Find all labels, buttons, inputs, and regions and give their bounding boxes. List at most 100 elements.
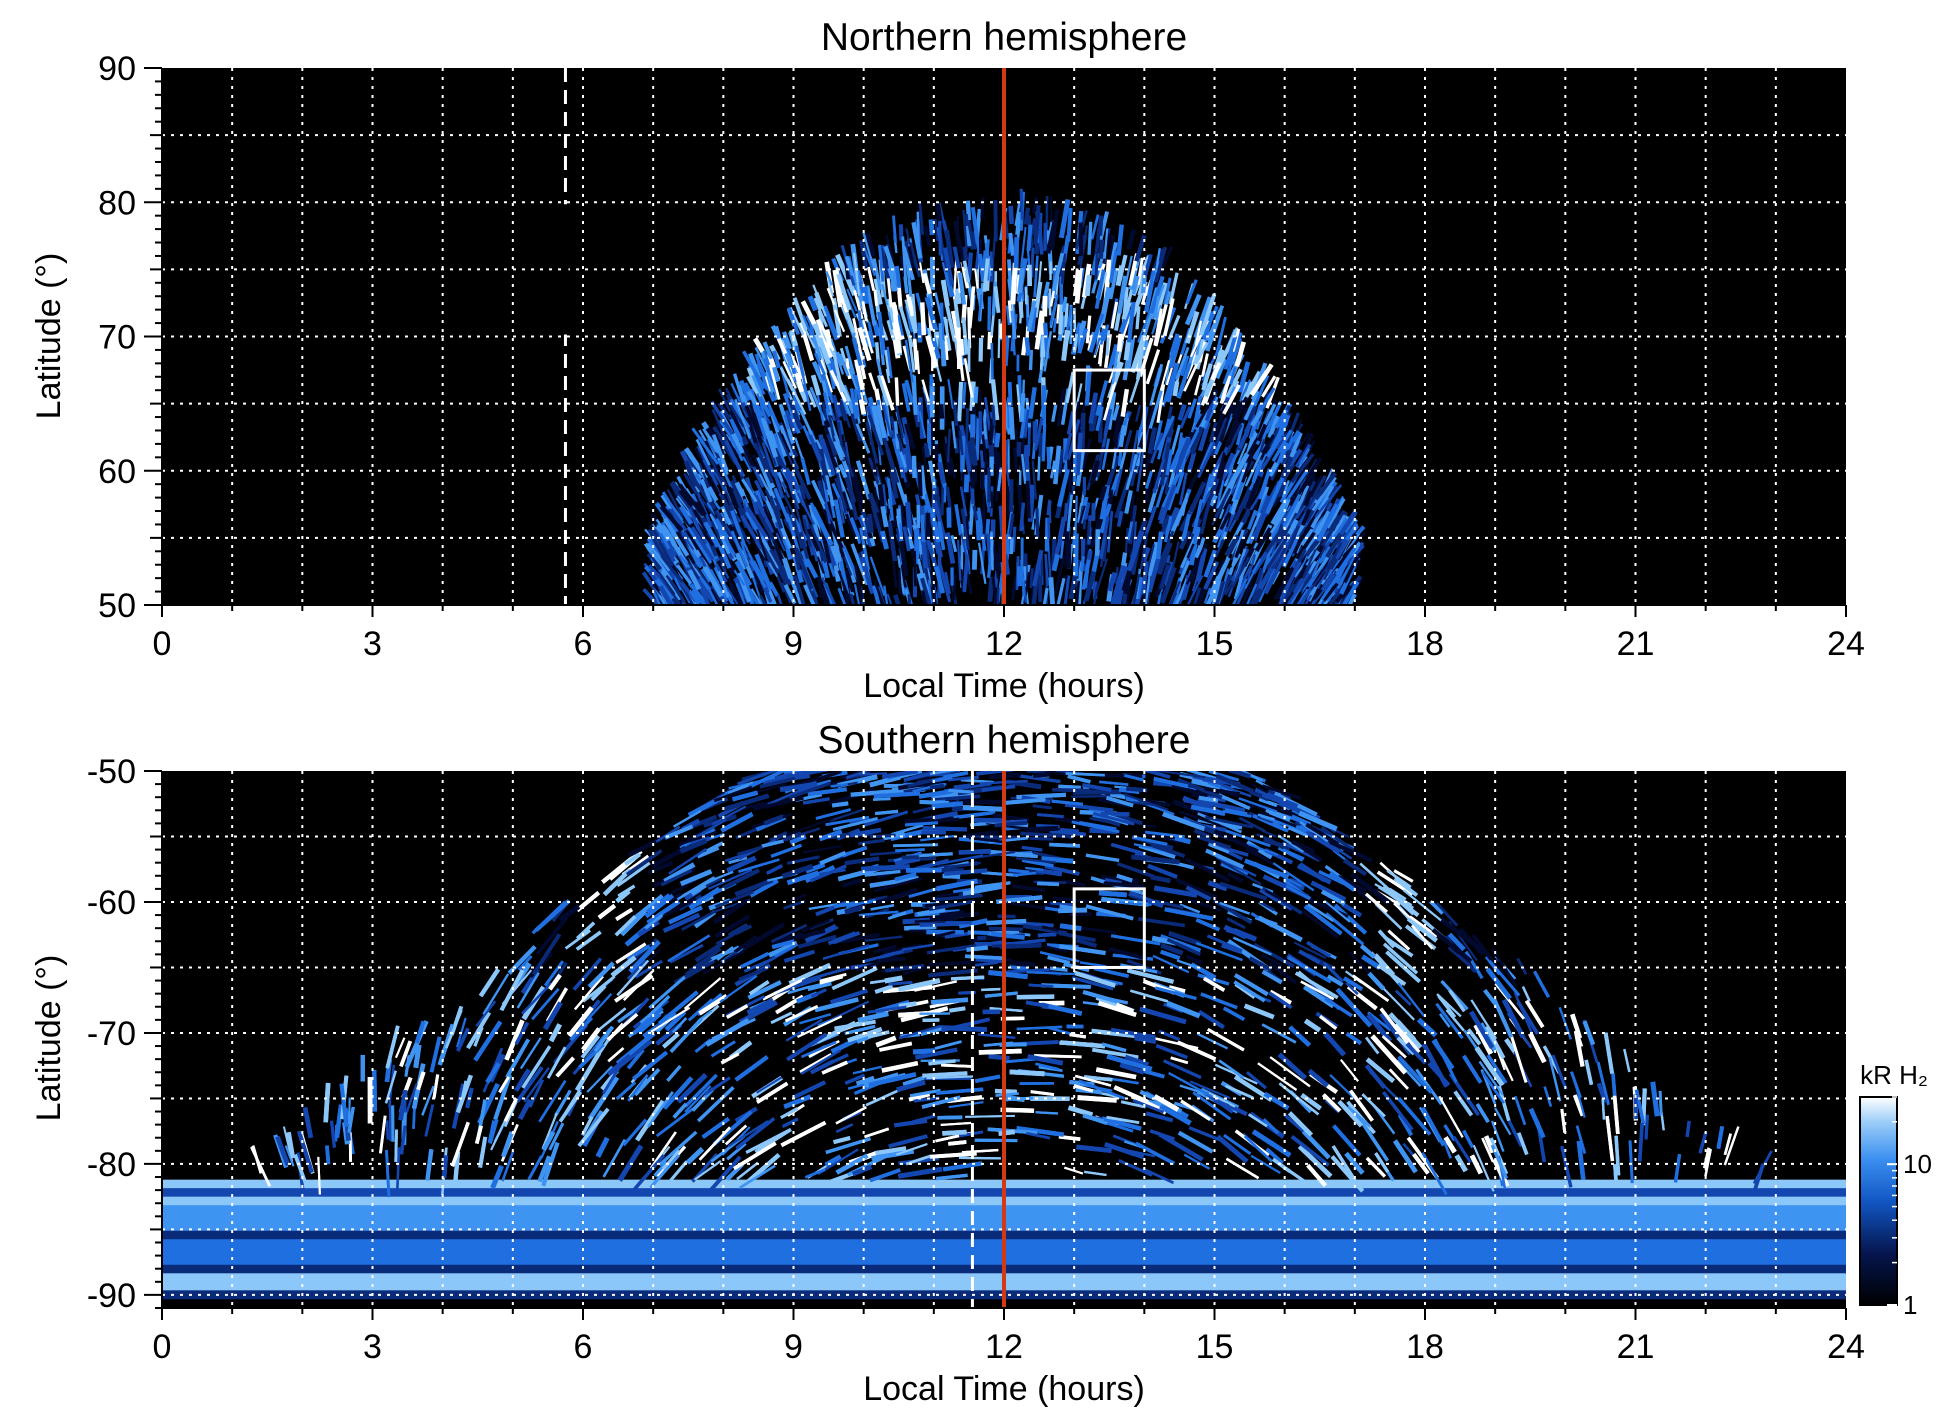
aurora-streak [1143, 270, 1157, 313]
aurora-streak [302, 1106, 314, 1139]
aurora-streak [1235, 583, 1248, 605]
aurora-streak [897, 555, 905, 595]
aurora-streak [1019, 393, 1026, 422]
aurora-streak [1703, 1147, 1711, 1169]
aurora-streak [825, 270, 833, 286]
aurora-streak [1098, 485, 1108, 502]
aurora-streak [1273, 545, 1288, 570]
aurora-streak [681, 909, 717, 931]
aurora-streak [1443, 1124, 1456, 1142]
aurora-streak [628, 939, 661, 974]
aurora-streak [1125, 454, 1138, 491]
aurora-streak [1244, 558, 1262, 590]
aurora-streak [1116, 340, 1125, 370]
aurora-streak [921, 546, 929, 569]
aurora-streak [918, 202, 925, 236]
aurora-streak [1128, 336, 1136, 371]
aurora-streak [833, 309, 846, 333]
aurora-streak [1087, 520, 1091, 537]
aurora-streak [1095, 380, 1109, 416]
aurora-streak [702, 427, 720, 454]
aurora-streak [987, 331, 993, 350]
aurora-streak [1195, 587, 1207, 605]
aurora-streak [1193, 587, 1202, 605]
aurora-streak [798, 321, 815, 362]
aurora-streak [1343, 555, 1359, 584]
aurora-streak [1055, 304, 1061, 324]
x-tick-label: 9 [784, 625, 803, 663]
aurora-streak [1320, 571, 1342, 601]
aurora-streak [768, 495, 784, 530]
aurora-streak [853, 252, 861, 296]
aurora-streak [1063, 432, 1073, 461]
aurora-streak [1183, 581, 1191, 601]
y-tick-label: 60 [98, 453, 136, 491]
aurora-streak [864, 810, 909, 827]
aurora-streak [1172, 799, 1210, 818]
aurora-streak [839, 400, 851, 429]
aurora-streak [1132, 573, 1141, 604]
aurora-streak [1051, 404, 1058, 423]
aurora-streak [1233, 980, 1266, 1003]
aurora-streak [867, 414, 885, 456]
aurora-streak [862, 321, 874, 354]
aurora-streak [1119, 1062, 1145, 1075]
aurora-streak [991, 577, 998, 605]
aurora-streak [1033, 204, 1041, 246]
aurora-streak [655, 524, 671, 544]
aurora-streak [1203, 400, 1219, 430]
aurora-streak [942, 247, 955, 286]
aurora-streak [1203, 549, 1218, 578]
aurora-streak [935, 203, 943, 222]
aurora-streak [1135, 523, 1148, 563]
aurora-streak [647, 528, 668, 562]
aurora-streak [841, 878, 863, 888]
aurora-streak [1038, 212, 1043, 238]
aurora-streak [730, 587, 744, 605]
aurora-streak [837, 402, 849, 422]
aurora-streak [850, 543, 870, 586]
aurora-streak [943, 482, 947, 503]
aurora-streak [800, 321, 816, 349]
aurora-streak [1222, 384, 1241, 415]
aurora-streak [749, 878, 779, 898]
aurora-streak [962, 554, 970, 593]
aurora-streak [647, 542, 671, 572]
aurora-streak [1195, 388, 1219, 428]
aurora-streak [796, 492, 816, 526]
aurora-streak [1170, 1056, 1189, 1065]
aurora-streak [756, 456, 776, 499]
aurora-streak [1277, 441, 1290, 463]
aurora-streak [1053, 555, 1066, 595]
aurora-streak [886, 346, 893, 379]
aurora-streak [904, 924, 937, 931]
aurora-streak [841, 491, 851, 512]
aurora-streak [977, 294, 983, 321]
aurora-streak [788, 893, 807, 904]
aurora-streak [1250, 409, 1264, 427]
aurora-streak [768, 581, 780, 598]
aurora-streak [838, 497, 846, 524]
aurora-streak [1286, 430, 1301, 452]
aurora-streak [865, 285, 877, 326]
aurora-streak [1175, 877, 1218, 900]
aurora-streak [677, 483, 706, 517]
aurora-streak [1108, 267, 1119, 300]
aurora-streak [781, 557, 794, 580]
aurora-streak [939, 302, 945, 340]
aurora-streak [1152, 457, 1166, 494]
aurora-streak [1229, 367, 1237, 386]
aurora-streak [920, 834, 955, 842]
north-aurora-emission [641, 188, 1366, 605]
aurora-streak [1295, 531, 1316, 561]
aurora-streak [750, 398, 767, 440]
aurora-streak [1560, 1108, 1567, 1133]
aurora-streak [734, 552, 746, 571]
aurora-streak [929, 507, 941, 543]
aurora-streak [768, 941, 798, 958]
aurora-streak [783, 414, 790, 430]
aurora-streak [1159, 585, 1167, 605]
aurora-streak [763, 495, 778, 524]
aurora-streak [867, 513, 874, 533]
aurora-streak [821, 305, 840, 341]
